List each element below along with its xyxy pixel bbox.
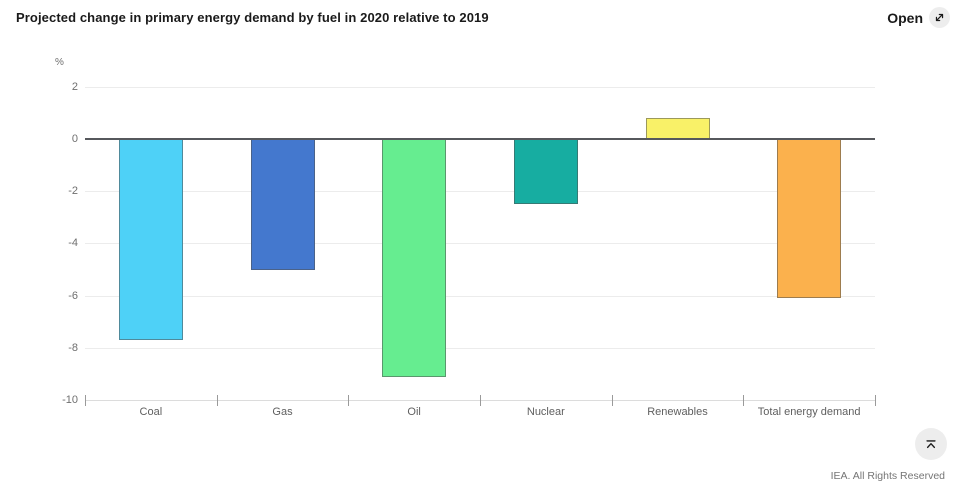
x-axis-category-label: Renewables <box>647 406 708 418</box>
gridline <box>85 138 875 140</box>
x-axis-category-label: Nuclear <box>526 406 565 418</box>
gridline <box>85 347 875 349</box>
x-axis-category-label: Oil <box>407 406 421 418</box>
gridline <box>85 191 875 193</box>
gridline <box>85 86 875 88</box>
bar-coal[interactable] <box>118 139 183 340</box>
bar-oil[interactable] <box>382 139 447 377</box>
x-axis-tick <box>611 395 613 406</box>
bar-renewables[interactable] <box>645 118 710 139</box>
bar-nuclear[interactable] <box>513 139 578 205</box>
y-axis-tick-label: -10 <box>62 394 78 406</box>
bar-gas[interactable] <box>250 139 315 270</box>
gridline <box>85 295 875 297</box>
y-axis-tick-label: -6 <box>68 289 78 302</box>
y-axis-tick-label: -4 <box>68 237 78 250</box>
open-button-label: Open <box>887 9 923 26</box>
x-axis-tick <box>85 395 86 406</box>
x-axis-tick <box>875 395 876 406</box>
scroll-to-top-icon <box>926 440 936 449</box>
y-axis-tick-label: -2 <box>68 185 78 198</box>
y-axis-tick-label: -8 <box>68 341 78 354</box>
x-axis-category-label: Coal <box>139 406 163 418</box>
x-axis-tick <box>216 395 218 406</box>
expand-diagonal-icon <box>929 7 950 28</box>
page-title: Projected change in primary energy deman… <box>16 10 489 25</box>
x-axis-tick <box>348 395 350 406</box>
x-axis-tick <box>480 395 481 406</box>
x-axis-category-label: Gas <box>272 406 293 418</box>
copyright-text: IEA. All Rights Reserved <box>830 470 945 482</box>
scroll-top-button[interactable] <box>915 428 947 460</box>
y-axis-tick-label: 2 <box>71 80 78 93</box>
y-axis-unit: % <box>55 57 64 68</box>
y-axis-tick-label: 0 <box>71 133 78 145</box>
gridline <box>85 243 875 245</box>
x-axis-category-label: Total energy demand <box>757 406 861 418</box>
bar-total-energy-demand[interactable] <box>777 139 842 299</box>
open-button[interactable]: Open <box>887 7 950 28</box>
x-axis-tick <box>743 395 745 406</box>
